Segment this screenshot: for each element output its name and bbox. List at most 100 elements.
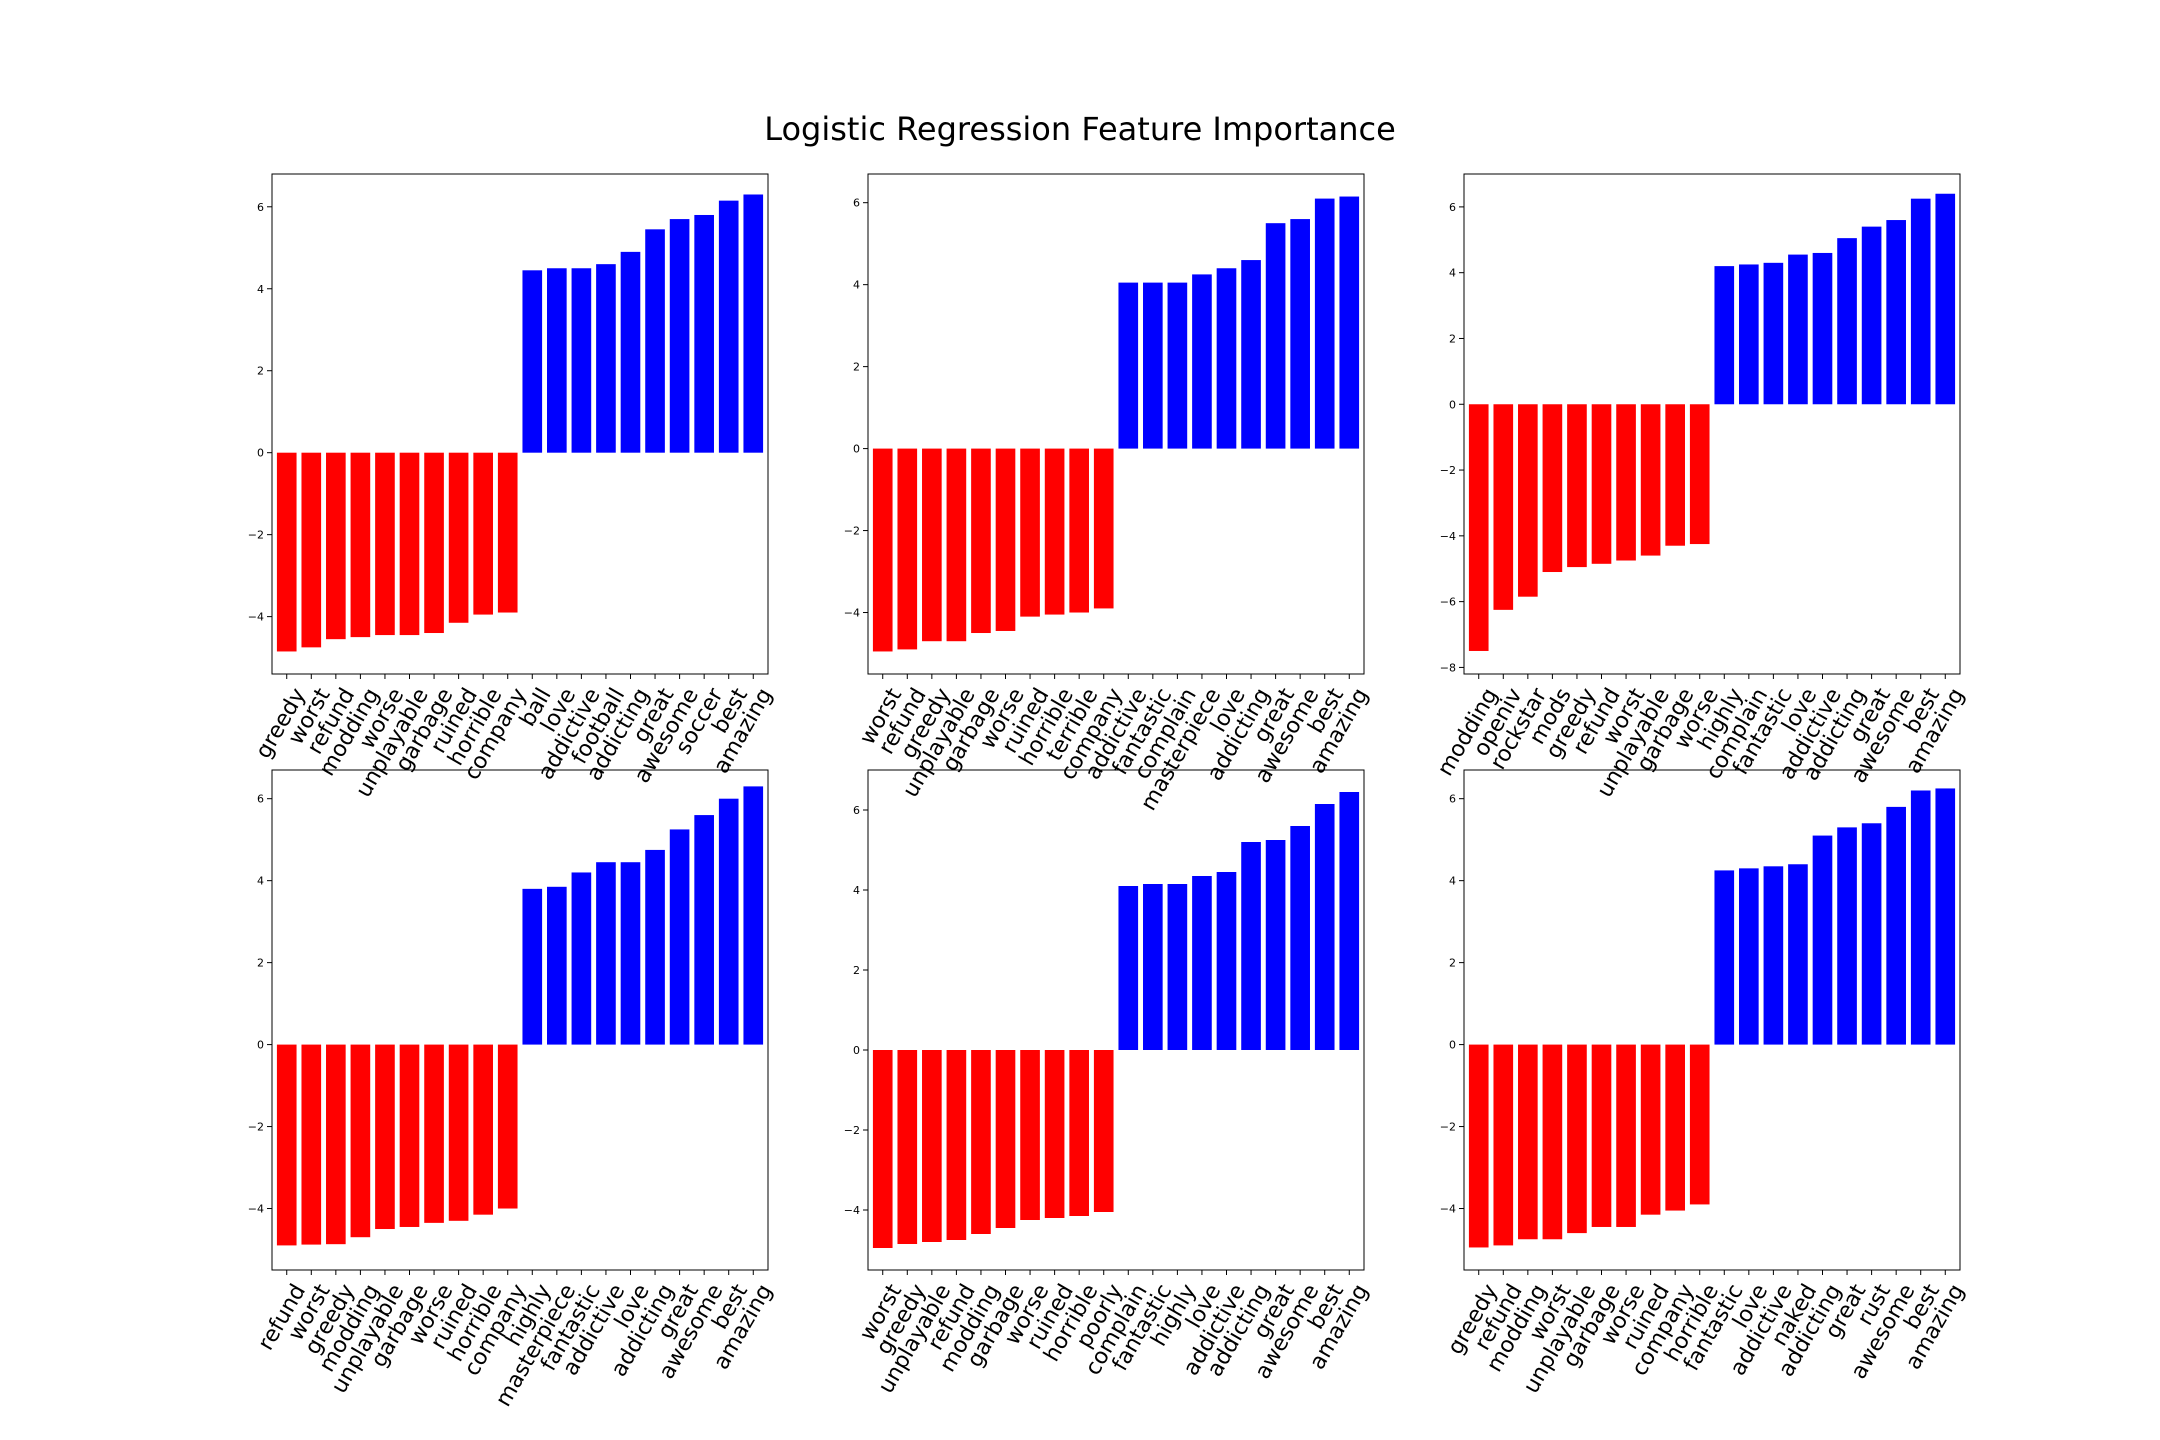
y-tick-label: 0 (1449, 398, 1456, 411)
bar-greedy (897, 1050, 918, 1244)
bar-modding (1468, 404, 1489, 651)
bar-love (1739, 868, 1759, 1045)
bar-garbage (971, 448, 991, 634)
figure-title: Logistic Regression Feature Importance (764, 110, 1396, 148)
y-tick-label: 6 (1449, 201, 1456, 214)
bar-ball (522, 270, 543, 453)
bar-fantastic (1143, 282, 1163, 449)
bar-awesome (669, 219, 690, 453)
bar-soccer (694, 214, 714, 453)
y-tick-label: 0 (853, 443, 860, 456)
bar-love (1788, 254, 1808, 405)
bar-garbage (1665, 404, 1685, 546)
bar-addictive (1812, 252, 1833, 405)
y-tick-label: 2 (853, 964, 860, 977)
y-tick-label: −4 (1440, 1203, 1456, 1216)
bar-mods (1542, 404, 1563, 573)
bar-amazing (743, 194, 764, 453)
y-tick-label: 4 (1449, 267, 1456, 280)
bar-unplayable (946, 448, 967, 642)
y-tick-label: 0 (257, 447, 264, 460)
bar-awesome (1290, 219, 1310, 449)
subplot-4: −4−20246refundworstgreedymoddingunplayab… (248, 769, 778, 1411)
bar-fantastic (571, 872, 592, 1045)
bar-great (1861, 226, 1882, 405)
bar-best (1314, 198, 1335, 449)
axes-frame (867, 769, 1365, 1271)
bar-addictive (1216, 872, 1237, 1050)
bar-masterpiece (1192, 274, 1212, 449)
bar-modding (350, 452, 371, 638)
bar-worse (424, 1044, 444, 1223)
bar-great (669, 829, 690, 1045)
bar-worst (1542, 1044, 1563, 1240)
bar-amazing (1339, 196, 1360, 449)
y-tick-label: 2 (257, 957, 264, 970)
bar-complain (1118, 886, 1139, 1050)
bar-best (1314, 804, 1335, 1050)
y-tick-label: −2 (248, 1121, 264, 1134)
y-tick-label: 4 (257, 283, 264, 296)
y-tick-label: −2 (844, 1124, 860, 1137)
subplot-3: −8−6−4−20246moddingopenivrockstarmodsgre… (1433, 173, 1970, 802)
bar-addicting (1241, 842, 1261, 1050)
y-tick-label: 2 (1449, 332, 1456, 345)
bar-modding (1518, 1044, 1538, 1240)
bar-refund (897, 448, 918, 650)
y-tick-label: 2 (1449, 957, 1456, 970)
bar-great (1265, 223, 1286, 449)
bar-modding (971, 1050, 991, 1234)
bar-best (718, 200, 739, 453)
bar-naked (1788, 864, 1808, 1045)
bar-horrible (1044, 448, 1065, 615)
y-tick-label: 6 (853, 804, 860, 817)
y-tick-label: −4 (844, 607, 860, 620)
bar-refund (326, 452, 346, 640)
bar-best (718, 798, 739, 1045)
y-tick-label: −6 (1440, 596, 1456, 609)
bar-garbage (995, 1050, 1016, 1228)
bar-terrible (1069, 448, 1089, 613)
bar-worse (1689, 404, 1710, 545)
bar-highly (1167, 884, 1188, 1050)
bar-rust (1861, 823, 1882, 1045)
bar-amazing (1339, 792, 1360, 1050)
bar-addictive (596, 862, 616, 1045)
bar-worst (301, 452, 322, 648)
bar-awesome (1886, 806, 1906, 1045)
bar-worse (1020, 1050, 1040, 1220)
bar-love (620, 862, 641, 1045)
bar-addicting (1241, 260, 1261, 449)
bar-great (645, 229, 665, 453)
axes-frame (271, 769, 769, 1271)
bar-garbage (399, 1044, 420, 1227)
y-tick-label: 6 (257, 201, 264, 214)
bar-awesome (1886, 220, 1906, 405)
y-tick-label: 4 (853, 279, 860, 292)
bar-ruined (1640, 1044, 1661, 1215)
y-tick-label: 0 (853, 1044, 860, 1057)
bar-great (1265, 840, 1286, 1050)
bar-refund (1591, 404, 1612, 564)
bar-highly (522, 888, 543, 1045)
bar-best (1910, 790, 1931, 1045)
y-tick-label: 2 (853, 361, 860, 374)
bar-horrible (1689, 1044, 1710, 1205)
bar-love (1192, 876, 1212, 1050)
bar-company (497, 1044, 518, 1209)
bar-unplayable (375, 1044, 395, 1230)
bar-garbage (424, 452, 444, 634)
bar-worse (375, 452, 395, 636)
bar-greedy (1567, 404, 1587, 568)
bar-addicting (620, 251, 641, 453)
bar-refund (946, 1050, 967, 1240)
bar-worst (1616, 404, 1636, 561)
axes-frame (867, 173, 1365, 675)
y-tick-label: 0 (257, 1039, 264, 1052)
bar-company (497, 452, 518, 613)
bar-ruined (448, 1044, 469, 1221)
bar-masterpiece (547, 886, 567, 1045)
y-tick-label: −2 (844, 525, 860, 538)
bar-horrible (473, 1044, 493, 1215)
y-tick-label: −2 (1440, 1121, 1456, 1134)
